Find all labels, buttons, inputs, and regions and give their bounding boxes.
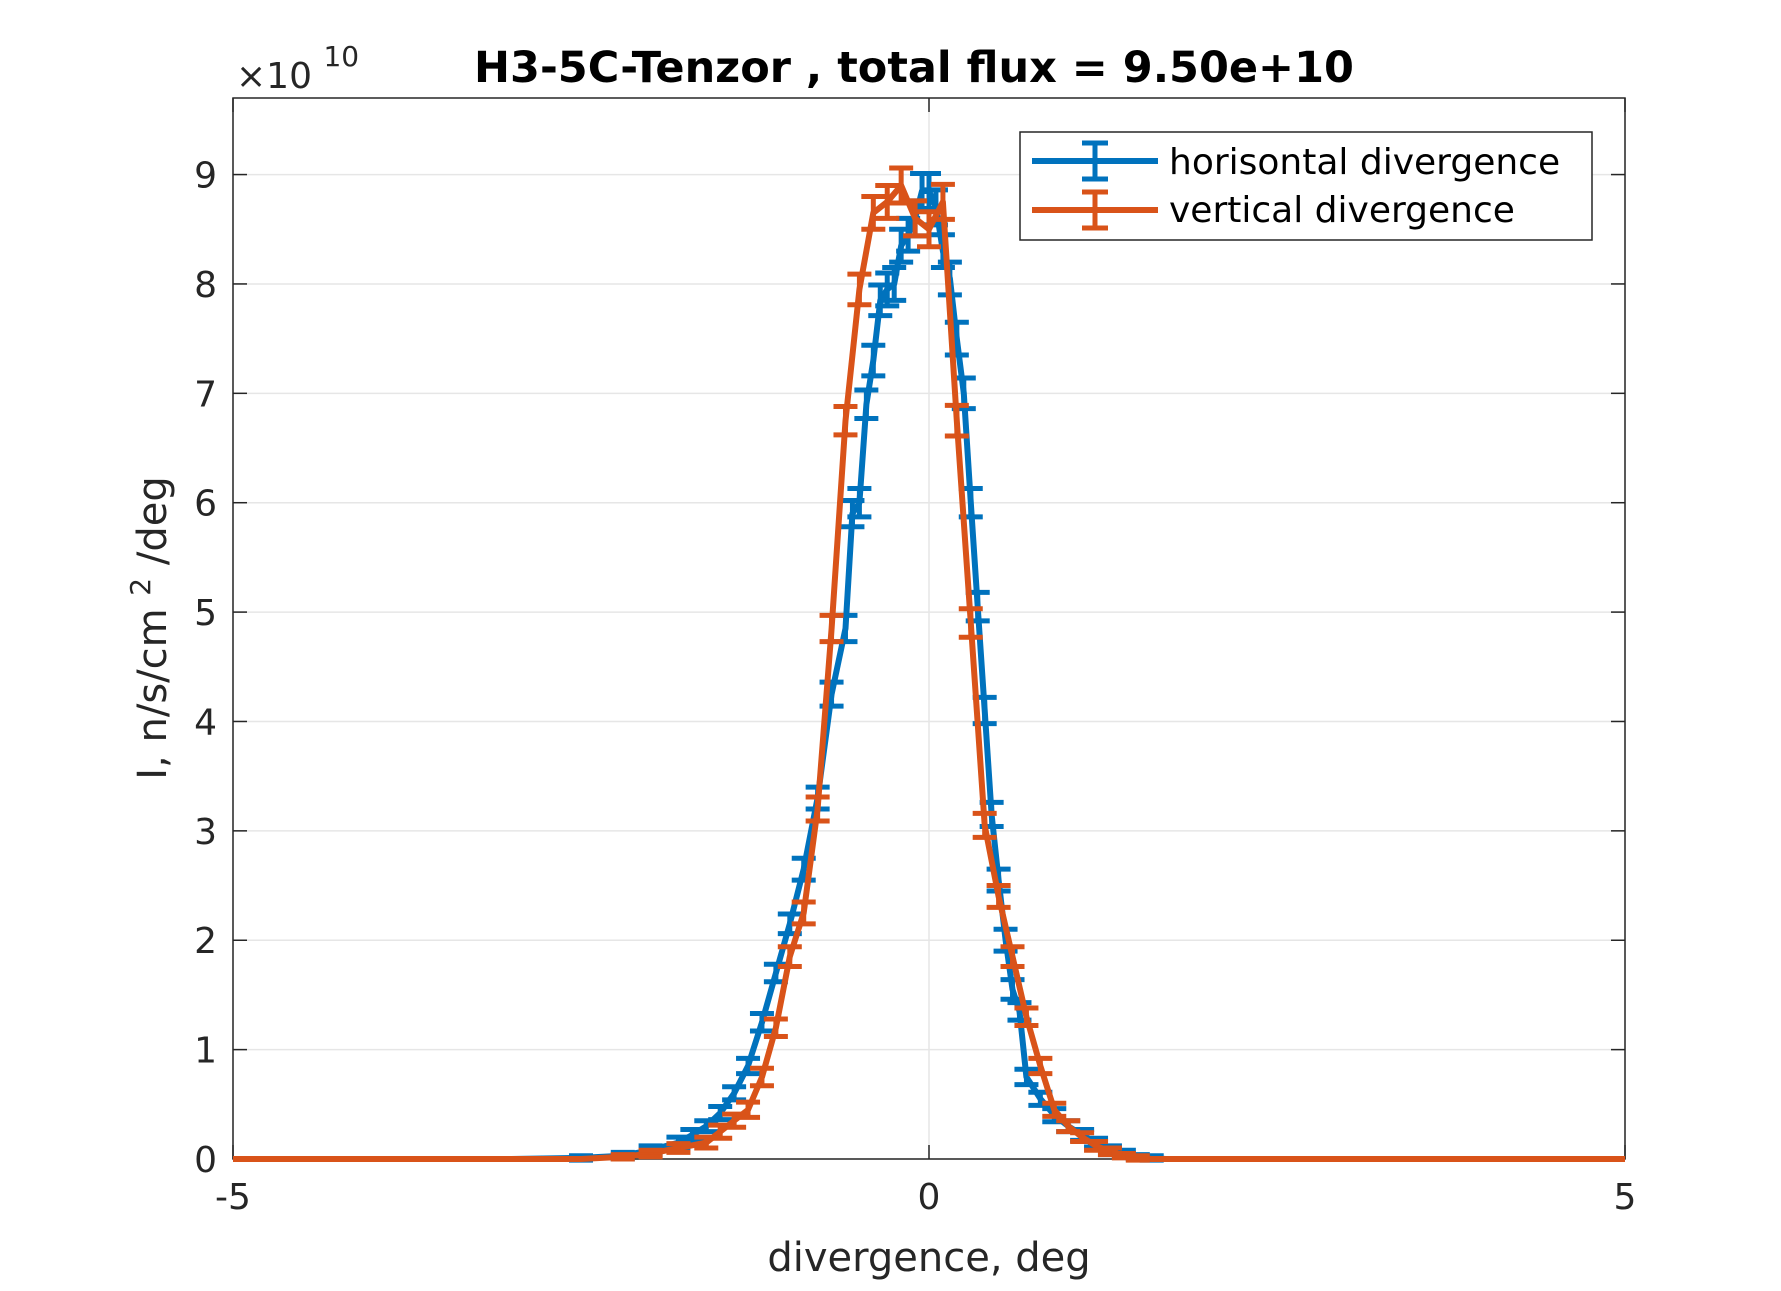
error-bar [1125, 1153, 1150, 1163]
y-exponent-power: 10 [323, 40, 359, 73]
error-bar [1000, 944, 1025, 969]
legend-label-vertical: vertical divergence [1169, 190, 1515, 231]
error-bar [854, 387, 879, 421]
error-bar [791, 899, 816, 927]
error-bar [708, 1103, 733, 1123]
error-bar [1014, 1005, 1039, 1029]
x-tick-label: -5 [215, 1177, 251, 1218]
x-tick-label: 5 [1614, 1177, 1637, 1218]
error-bar [958, 606, 983, 640]
error-bar [917, 209, 941, 250]
error-bar [777, 944, 802, 969]
error-bar [819, 612, 844, 645]
y-tick-label: 5 [194, 593, 217, 634]
y-tick-label: 7 [194, 374, 217, 415]
error-bar [736, 1099, 761, 1120]
y-axis-label-superscript: 2 [124, 578, 157, 596]
error-bar [903, 198, 928, 239]
y-tick-label: 8 [194, 265, 217, 306]
error-bar [847, 271, 872, 308]
error-bar [972, 810, 997, 840]
y-tick-label: 4 [194, 702, 217, 743]
y-tick-label: 6 [194, 484, 217, 525]
error-bar [805, 794, 830, 824]
error-bar [847, 485, 872, 520]
y-tick-label: 1 [194, 1031, 217, 1072]
y-axis-label-main: I, n/s/cm [130, 608, 176, 779]
error-bar [763, 1016, 788, 1039]
series-layer [233, 165, 1625, 1163]
error-bar [736, 1055, 761, 1077]
chart-title: H3-5C-Tenzor , total flux = 9.50e+10 [474, 43, 1354, 93]
y-tick-label: 9 [194, 156, 217, 197]
error-bar [882, 265, 907, 303]
x-axis-label: divergence, deg [767, 1235, 1090, 1281]
error-bar [1014, 1066, 1039, 1088]
error-bar [930, 181, 955, 222]
y-exponent-base: ×10 [236, 56, 312, 97]
legend-entry-vertical: vertical divergence [1032, 189, 1515, 231]
legend-box [1019, 131, 1593, 241]
error-bar [610, 1152, 635, 1162]
error-bar [833, 403, 858, 438]
legend-label-horisontal: horisontal divergence [1169, 142, 1560, 183]
error-bar [666, 1141, 691, 1155]
y-axis-label: I, n/s/cm 2 /deg [114, 476, 176, 779]
y-tick-label: 0 [194, 1140, 217, 1181]
axes-box [232, 97, 1626, 1160]
error-bar [749, 1065, 774, 1089]
error-bar [638, 1147, 663, 1160]
y-tick-label: 3 [194, 812, 217, 853]
error-bar [861, 193, 886, 232]
legend: horisontal divergence vertical divergenc… [1019, 131, 1593, 241]
y-exponent-label: ×10 10 [236, 40, 359, 97]
legend-entry-horisontal: horisontal divergence [1032, 140, 1560, 183]
error-bar [1042, 1100, 1067, 1119]
error-bar [722, 1111, 747, 1130]
y-tick-label: 2 [194, 921, 217, 962]
error-bar [749, 1011, 774, 1034]
error-bar [861, 342, 886, 379]
error-bar [1028, 1055, 1053, 1077]
error-bar [944, 402, 969, 439]
x-tick-label: 0 [918, 1177, 941, 1218]
series-vertical [233, 165, 1625, 1163]
y-axis-label-unit: /deg [130, 476, 176, 565]
error-bar [875, 183, 900, 221]
error-bar [986, 883, 1011, 910]
